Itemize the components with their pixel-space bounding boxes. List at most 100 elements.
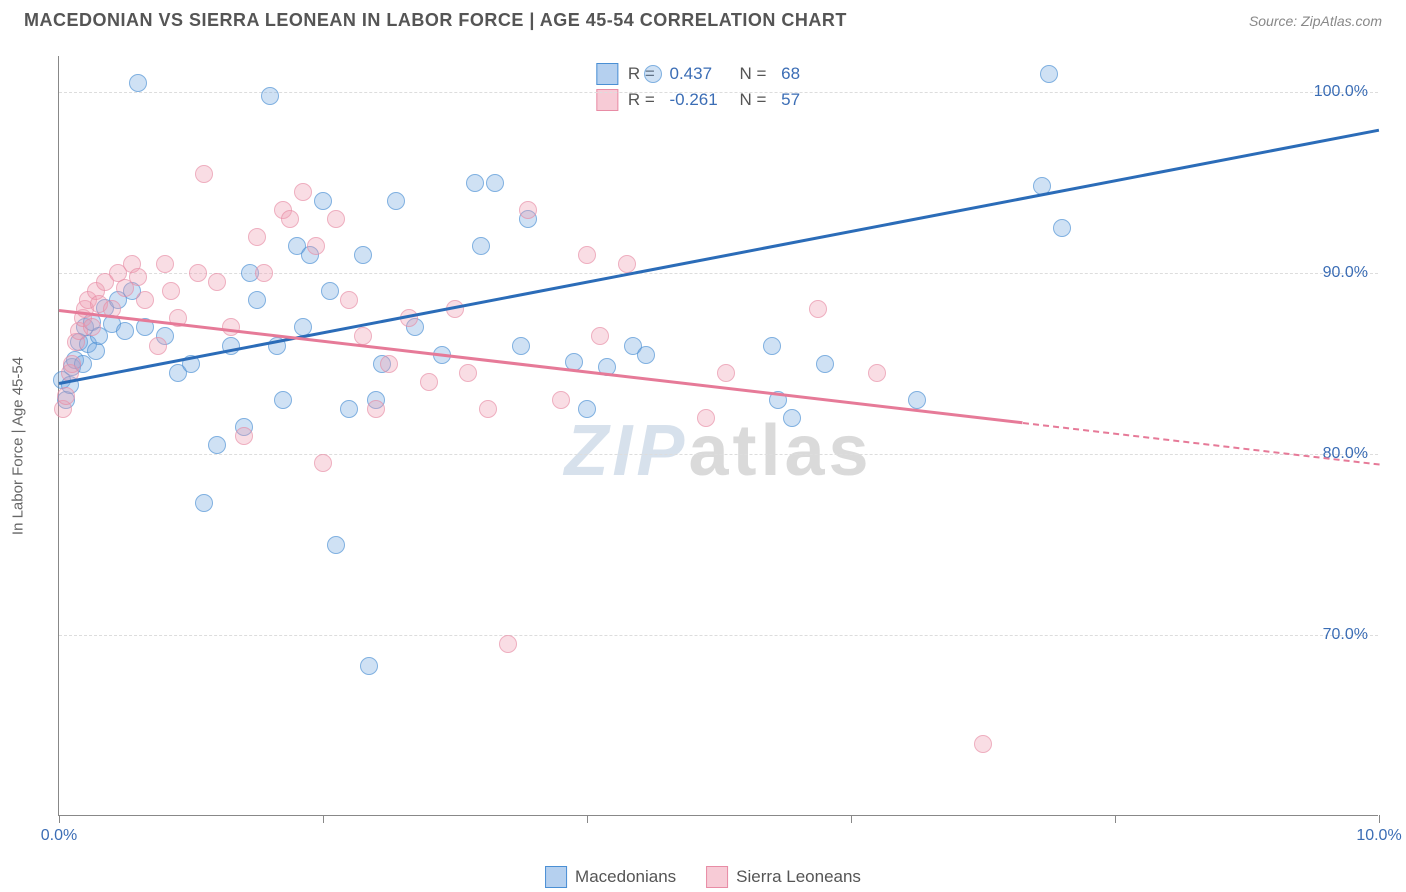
data-point [327, 536, 345, 554]
x-tick [59, 815, 60, 823]
n-value-1: 68 [781, 64, 841, 84]
data-point [255, 264, 273, 282]
chart-source: Source: ZipAtlas.com [1249, 13, 1382, 29]
data-point [314, 454, 332, 472]
data-point [1040, 65, 1058, 83]
watermark-atlas: atlas [688, 411, 872, 491]
swatch-pink-icon [706, 866, 728, 888]
data-point [162, 282, 180, 300]
data-point [644, 65, 662, 83]
data-point [1053, 219, 1071, 237]
watermark: ZIPatlas [564, 410, 872, 492]
stats-row-sierra: R = -0.261 N = 57 [590, 87, 847, 113]
data-point [486, 174, 504, 192]
x-tick [323, 815, 324, 823]
legend-item-macedonians: Macedonians [545, 866, 676, 888]
data-point [380, 355, 398, 373]
stats-legend: R = 0.437 N = 68 R = -0.261 N = 57 [590, 61, 847, 113]
legend-item-sierra: Sierra Leoneans [706, 866, 861, 888]
data-point [479, 400, 497, 418]
data-point [195, 494, 213, 512]
data-point [552, 391, 570, 409]
gridline [59, 635, 1378, 636]
data-point [189, 264, 207, 282]
gridline [59, 92, 1378, 93]
data-point [637, 346, 655, 364]
data-point [57, 387, 75, 405]
trend-line [59, 128, 1380, 384]
data-point [783, 409, 801, 427]
x-tick [587, 815, 588, 823]
data-point [195, 165, 213, 183]
data-point [307, 237, 325, 255]
legend-bottom: Macedonians Sierra Leoneans [545, 866, 861, 888]
y-tick-label: 70.0% [1323, 626, 1368, 644]
data-point [387, 192, 405, 210]
data-point [420, 373, 438, 391]
data-point [340, 291, 358, 309]
swatch-blue-icon [545, 866, 567, 888]
data-point [618, 255, 636, 273]
data-point [578, 400, 596, 418]
data-point [717, 364, 735, 382]
data-point [459, 364, 477, 382]
data-point [294, 183, 312, 201]
data-point [974, 735, 992, 753]
data-point [208, 436, 226, 454]
x-tick-label: 0.0% [41, 827, 77, 845]
data-point [149, 337, 167, 355]
data-point [512, 337, 530, 355]
data-point [499, 635, 517, 653]
r-value-1: 0.437 [670, 64, 730, 84]
data-point [314, 192, 332, 210]
y-tick-label: 90.0% [1323, 264, 1368, 282]
data-point [83, 318, 101, 336]
data-point [327, 210, 345, 228]
data-point [697, 409, 715, 427]
data-point [129, 74, 147, 92]
stats-row-macedonians: R = 0.437 N = 68 [590, 61, 847, 87]
x-tick [1379, 815, 1380, 823]
swatch-blue-icon [596, 63, 618, 85]
scatter-plot: ZIPatlas R = 0.437 N = 68 R = -0.261 N =… [58, 56, 1378, 816]
chart-title: MACEDONIAN VS SIERRA LEONEAN IN LABOR FO… [24, 10, 847, 31]
legend-label-1: Macedonians [575, 867, 676, 887]
data-point [472, 237, 490, 255]
chart-header: MACEDONIAN VS SIERRA LEONEAN IN LABOR FO… [0, 0, 1406, 39]
watermark-zip: ZIP [564, 411, 688, 491]
data-point [354, 246, 372, 264]
data-point [809, 300, 827, 318]
data-point [235, 427, 253, 445]
data-point [340, 400, 358, 418]
data-point [274, 391, 292, 409]
data-point [248, 291, 266, 309]
data-point [466, 174, 484, 192]
data-point [63, 355, 81, 373]
data-point [156, 255, 174, 273]
y-axis-label: In Labor Force | Age 45-54 [10, 357, 27, 535]
y-tick-label: 100.0% [1314, 83, 1368, 101]
data-point [136, 291, 154, 309]
data-point [763, 337, 781, 355]
data-point [519, 201, 537, 219]
data-point [908, 391, 926, 409]
data-point [578, 246, 596, 264]
chart-area: In Labor Force | Age 45-54 ZIPatlas R = … [48, 56, 1378, 836]
x-tick [1115, 815, 1116, 823]
data-point [261, 87, 279, 105]
data-point [129, 268, 147, 286]
data-point [248, 228, 266, 246]
data-point [281, 210, 299, 228]
data-point [208, 273, 226, 291]
x-tick-label: 10.0% [1356, 827, 1401, 845]
data-point [816, 355, 834, 373]
data-point [591, 327, 609, 345]
data-point [321, 282, 339, 300]
gridline [59, 454, 1378, 455]
x-tick [851, 815, 852, 823]
data-point [367, 400, 385, 418]
trend-line [1022, 422, 1379, 466]
legend-label-2: Sierra Leoneans [736, 867, 861, 887]
data-point [360, 657, 378, 675]
data-point [868, 364, 886, 382]
